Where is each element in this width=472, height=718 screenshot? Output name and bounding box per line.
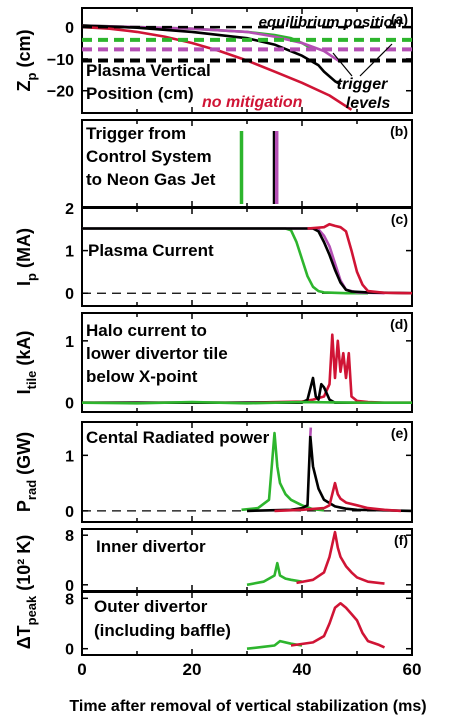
panel-tag: (a) — [391, 11, 408, 27]
y-axis-label: Ip (MA) — [14, 228, 39, 286]
y-tick-label: 0 — [65, 578, 74, 595]
y-tick-label: 0 — [65, 286, 74, 303]
y-axis-label-main: I — [14, 281, 34, 286]
panel-tag: (b) — [390, 123, 408, 139]
trigger-arrow — [332, 52, 353, 77]
series-red-line — [296, 530, 385, 585]
y-tick-label: 1 — [65, 334, 74, 351]
panel-tag: (e) — [391, 425, 408, 441]
panel-title: below X-point — [86, 367, 198, 386]
panel-c: 2 1 0 (c) Ip (MA) Plasma Current — [14, 201, 413, 307]
y-tick-label: 8 — [65, 528, 74, 545]
y-tick-label: 1 — [65, 448, 74, 465]
panel-title: Cental Radiated power — [86, 428, 270, 447]
y-axis-label-sub: p — [24, 273, 39, 281]
panel-title: Plasma Current — [88, 241, 214, 260]
y-tick-label: −20 — [47, 84, 74, 101]
x-axis: 0 20 40 60 — [77, 660, 421, 679]
y-axis-label-unit: (10² K) — [14, 535, 34, 596]
series-black-line — [82, 376, 357, 405]
no-mitigation-label: no mitigation — [202, 94, 303, 111]
y-axis-label: Prad (GW) — [14, 432, 39, 512]
series-magenta-line — [309, 427, 313, 436]
x-tick-label: 20 — [183, 660, 202, 679]
y-axis-label-sub: rad — [24, 480, 39, 500]
y-axis-label-sub: peak — [24, 595, 39, 625]
panel-tag: (d) — [390, 316, 408, 332]
panel-f: 80(f)ΔTpeak (10² K) Inner divertor — [14, 528, 413, 650]
y-tick-label: −10 — [47, 52, 74, 69]
y-tick-label: 0 — [65, 642, 74, 659]
series-red-line — [82, 333, 412, 405]
y-axis-label: ΔTpeak (10² K) — [14, 535, 39, 650]
y-tick-label: 8 — [65, 591, 74, 608]
y-axis-label-unit: (cm) — [14, 30, 34, 73]
panel-b: (b) Trigger from Control System to Neon Gas… — [81, 119, 413, 208]
y-axis-label-unit: (GW) — [14, 432, 34, 480]
series-black-line — [246, 434, 413, 513]
y-axis-label-sub: tile — [24, 371, 39, 390]
trigger-arrow — [359, 43, 393, 77]
series-black-line — [81, 24, 342, 86]
x-tick-label: 40 — [293, 660, 312, 679]
series-green-line — [246, 561, 303, 587]
y-tick-label: 2 — [65, 201, 74, 218]
y-axis-label-main: P — [14, 500, 34, 512]
x-tick-label: 60 — [403, 660, 422, 679]
y-axis-label-main: ΔT — [14, 625, 34, 649]
y-axis-label-unit: (kA) — [14, 331, 34, 371]
series-red-line — [307, 222, 413, 295]
panel-d: 1 0 (d) Itile (kA) Halo current to lower dive… — [14, 312, 413, 413]
panel-title: Outer divertor — [94, 597, 208, 616]
series-black-line — [82, 227, 413, 295]
y-axis-label-sub: p — [24, 72, 39, 80]
panel-e: 1 0 (e) Prad (GW) Cental Radiated power — [14, 421, 413, 523]
panel-g: 8 0 Outer divertor (including baffle) — [65, 591, 413, 659]
panel-a: 0 −10 −20 (a) Zp (cm) equilibrium position Pla… — [14, 7, 413, 114]
y-axis-label-main: I — [14, 389, 34, 394]
y-tick-label: 0 — [65, 396, 74, 413]
panel-title: (including baffle) — [94, 621, 231, 640]
x-axis-label: Time after removal of vertical stabiliza… — [69, 698, 426, 715]
panel-title: Plasma Vertical — [86, 61, 211, 80]
panel-tag: (c) — [391, 211, 408, 227]
y-tick-label: 0 — [65, 504, 74, 521]
panel-title: Position (cm) — [86, 84, 194, 103]
x-tick-label: 0 — [77, 660, 86, 679]
y-tick-label: 0 — [65, 20, 74, 37]
panel-title: to Neon Gas Jet — [86, 170, 216, 189]
series-red-line — [290, 601, 386, 649]
y-axis-label: Itile (kA) — [14, 331, 39, 395]
panel-title: Halo current to — [86, 321, 207, 340]
y-axis-label: Zp (cm) — [14, 30, 39, 92]
y-axis-label-main: Z — [14, 80, 34, 91]
panel-title: Inner divertor — [96, 537, 206, 556]
trigger-label: levels — [346, 95, 391, 112]
equilibrium-label: equilibrium position — [259, 14, 402, 31]
series-green-line — [81, 400, 412, 405]
panel-tag: (f) — [394, 532, 408, 548]
series-magenta-line — [82, 227, 385, 295]
trigger-label: trigger — [337, 76, 388, 93]
panel-title: Control System — [86, 147, 212, 166]
panel-title: lower divertor tile — [86, 344, 228, 363]
series-green-line — [82, 227, 368, 295]
series-red-line — [274, 481, 402, 513]
y-axis-label-unit: (MA) — [14, 228, 34, 273]
y-tick-label: 1 — [65, 244, 74, 261]
panels: 0 −10 −20 (a) Zp (cm) equilibrium position Pla… — [14, 7, 413, 659]
panel-title: Trigger from — [86, 124, 186, 143]
